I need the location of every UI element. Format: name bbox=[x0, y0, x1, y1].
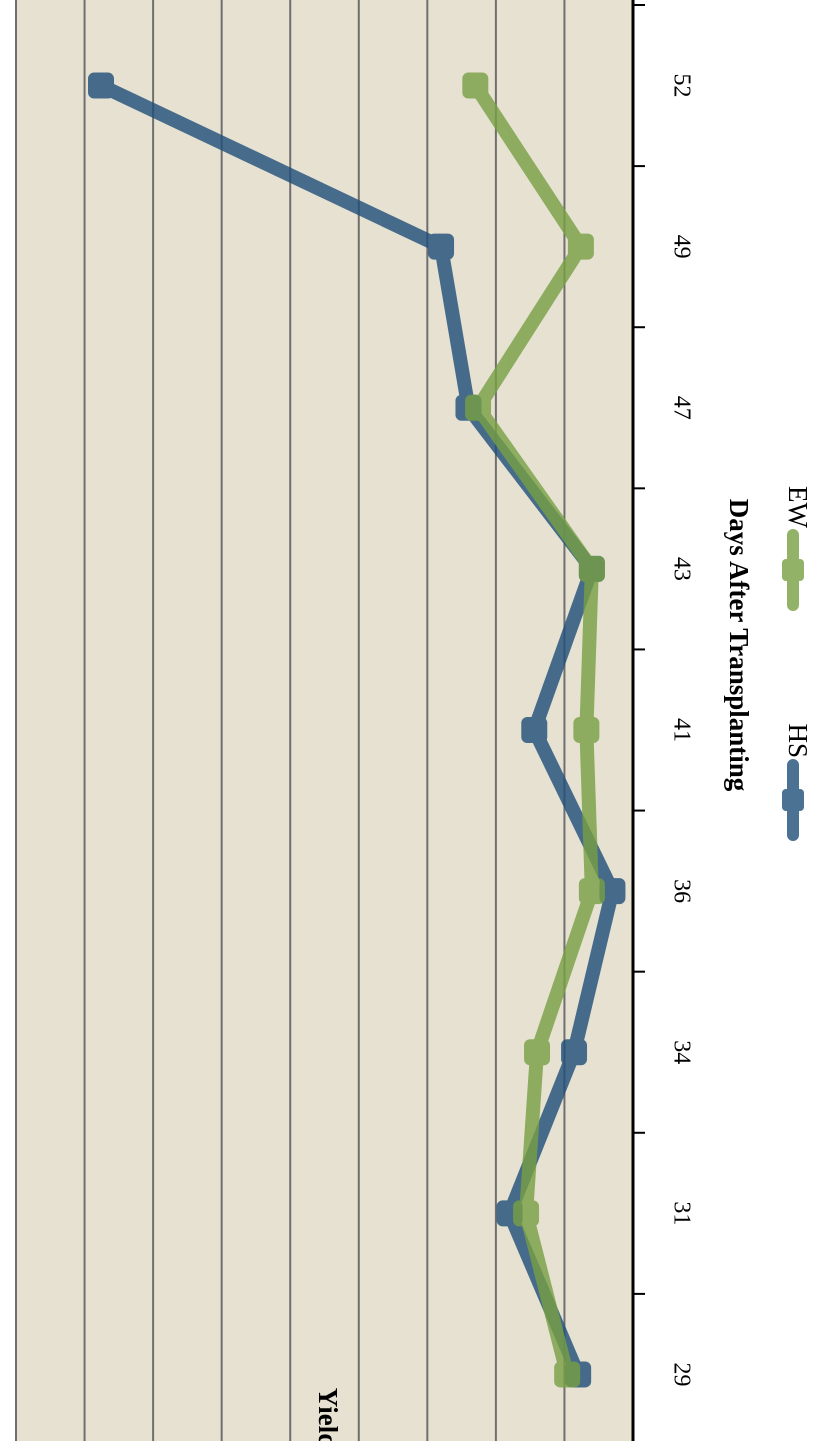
point-EW-29 bbox=[554, 1361, 581, 1388]
point-HS-34 bbox=[561, 1039, 588, 1066]
point-HS-52 bbox=[88, 72, 115, 99]
category-tick-label-41: 41 bbox=[668, 718, 694, 742]
point-EW-52 bbox=[462, 72, 489, 99]
legend-item-EW bbox=[782, 529, 804, 611]
category-tick-label-49: 49 bbox=[668, 235, 694, 259]
value-axis-title: Yield bbox=[313, 1388, 343, 1441]
category-tick-label-36: 36 bbox=[668, 879, 694, 903]
category-tick-label-29: 29 bbox=[668, 1362, 694, 1386]
point-EW-43 bbox=[578, 555, 605, 582]
point-EW-36 bbox=[578, 878, 605, 905]
category-tick-label-47: 47 bbox=[668, 396, 694, 420]
category-tick-label-34: 34 bbox=[668, 1040, 694, 1064]
point-EW-47 bbox=[465, 394, 492, 421]
category-tick-label-43: 43 bbox=[668, 557, 694, 581]
axes bbox=[631, 0, 645, 1441]
legend-marker-HS bbox=[782, 789, 804, 811]
point-EW-34 bbox=[524, 1039, 551, 1066]
series-EW bbox=[462, 72, 605, 1388]
series-layer bbox=[88, 72, 626, 1388]
legend-label-HS: HS bbox=[783, 723, 813, 758]
category-tick-label-31: 31 bbox=[668, 1201, 694, 1225]
legend-marker-EW bbox=[782, 559, 804, 581]
legend-item-HS bbox=[782, 759, 804, 841]
legend: HS EW bbox=[782, 486, 813, 841]
legend-label-EW: EW bbox=[783, 486, 813, 528]
point-EW-41 bbox=[573, 717, 600, 743]
point-HS-41 bbox=[521, 717, 548, 743]
labels: 0501001502002503003504004502931343641434… bbox=[313, 74, 754, 1441]
point-HS-49 bbox=[428, 233, 455, 260]
category-tick-label-52: 52 bbox=[668, 74, 694, 98]
category-axis-title: Days After Transplanting bbox=[724, 499, 754, 792]
point-EW-49 bbox=[567, 233, 594, 260]
point-EW-31 bbox=[513, 1200, 540, 1227]
